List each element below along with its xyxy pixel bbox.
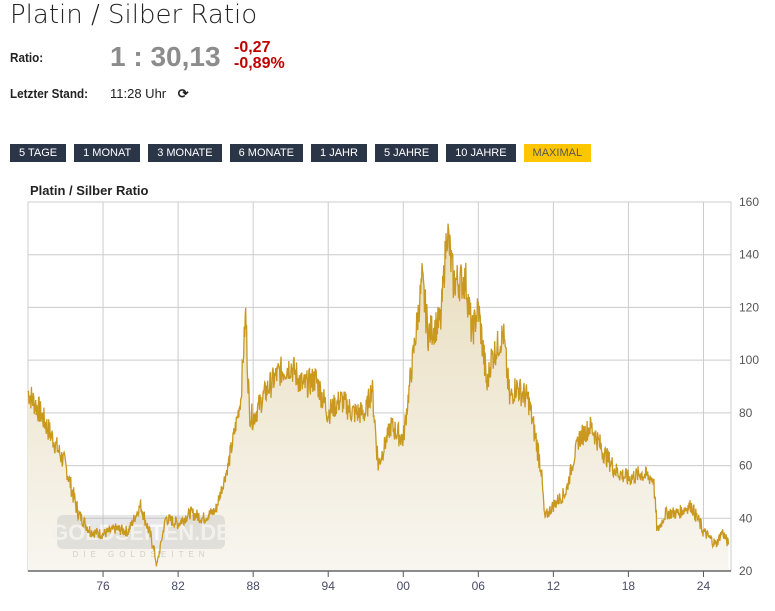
x-tick-label: 94 [322,579,336,593]
range-5-jahre[interactable]: 5 JAHRE [374,144,439,162]
ratio-value: 1 : 30,13 [110,41,221,72]
range-maximal[interactable]: MAXIMAL [523,144,592,162]
chart-title: Platin / Silber Ratio [30,183,149,198]
y-tick-label: 120 [739,300,759,314]
y-tick-label: 160 [739,195,759,209]
page-title: Platin / Silber Ratio [10,0,258,30]
x-tick-label: 24 [697,579,711,593]
y-tick-label: 80 [739,406,753,420]
change-absolute: -0,27 [234,39,271,56]
range-10-jahre[interactable]: 10 JAHRE [446,144,516,162]
x-tick-label: 00 [397,579,411,593]
y-tick-label: 100 [739,353,759,367]
watermark-sub: DIE GOLDSEITEN [72,550,209,559]
y-tick-label: 40 [739,511,753,525]
updated-time-text: 11:28 Uhr [110,86,167,101]
x-tick-label: 82 [171,579,185,593]
range-3-monate[interactable]: 3 MONATE [148,144,222,162]
x-tick-label: 76 [96,579,110,593]
ratio-label: Ratio: [10,50,44,65]
range-1-jahr[interactable]: 1 JAHR [311,144,367,162]
y-tick-label: 60 [739,459,753,473]
x-tick-label: 18 [622,579,636,593]
change-percent: -0,89% [234,55,285,72]
updated-time: 11:28 Uhr ⟳ [110,86,189,102]
range-6-monate[interactable]: 6 MONATE [229,144,304,162]
refresh-icon[interactable]: ⟳ [177,86,189,101]
x-tick-label: 12 [547,579,561,593]
updated-label: Letzter Stand: [10,86,89,101]
x-tick-label: 06 [472,579,486,593]
x-tick-label: 88 [246,579,260,593]
y-tick-label: 20 [739,564,753,578]
range-1-monat[interactable]: 1 MONAT [74,144,141,162]
range-5-tage[interactable]: 5 TAGE [10,144,67,162]
watermark-main: GOLDSEITEN.DE [51,520,231,545]
series-line [27,223,730,567]
range-buttons: 5 TAGE 1 MONAT 3 MONATE 6 MONATE 1 JAHR … [10,144,592,162]
y-tick-label: 140 [739,248,759,262]
